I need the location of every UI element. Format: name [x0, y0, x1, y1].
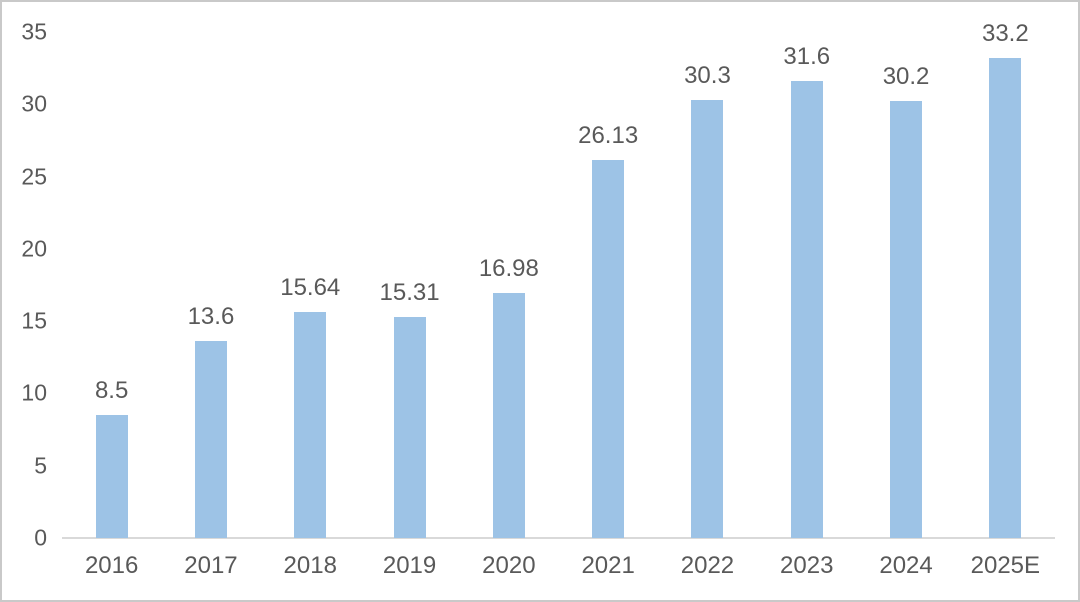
data-label-2025E: 33.2 — [981, 20, 1029, 47]
bar-column-2019: 15.31 — [380, 32, 440, 538]
data-label-2022: 30.3 — [684, 62, 731, 89]
x-tick-label-2017: 2017 — [184, 552, 238, 579]
x-tick-label-2019: 2019 — [382, 552, 437, 579]
bar-2025E — [989, 58, 1022, 538]
y-tick-label-10: 10 — [21, 379, 47, 406]
bar-2021 — [592, 160, 625, 538]
bar-2024 — [890, 101, 923, 538]
y-tick-label-30: 30 — [21, 90, 47, 117]
x-tick-label-2021: 2021 — [581, 552, 635, 579]
data-label-2024: 30.2 — [882, 63, 930, 90]
x-axis: 2016 2017 2018 2019 2020 2021 2022 2023 2024 2025… — [62, 554, 1055, 584]
x-tick-label-2018: 2018 — [283, 552, 337, 579]
bar-column-2024: 30.2 — [883, 32, 929, 538]
data-label-2020: 16.98 — [478, 255, 539, 282]
bar-2023 — [790, 81, 823, 538]
data-label-2016: 8.5 — [94, 377, 129, 404]
bar-column-2025E: 33.2 — [982, 22, 1029, 538]
bar-2020 — [492, 293, 525, 538]
bar-column-2018: 15.64 — [280, 32, 340, 538]
bar-column-2016: 8.5 — [94, 32, 129, 538]
x-tick-label-2025E: 2025E — [970, 552, 1041, 579]
plot-area: 8.5 13.6 15.64 15.31 16.98 26.13 30.3 31.6 30.2 3… — [62, 22, 1055, 539]
y-tick-label-0: 0 — [34, 524, 47, 551]
y-axis: 0 5 10 15 20 25 30 35 — [2, 2, 47, 600]
bar-2017 — [194, 341, 227, 538]
bar-2016 — [95, 415, 128, 538]
x-tick-label-2016: 2016 — [84, 552, 139, 579]
data-label-2021: 26.13 — [578, 122, 639, 149]
x-tick-label-2024: 2024 — [879, 552, 933, 579]
data-label-2017: 13.6 — [187, 303, 235, 330]
y-tick-label-35: 35 — [21, 18, 47, 45]
bar-column-2021: 26.13 — [578, 32, 638, 538]
y-tick-label-15: 15 — [21, 307, 47, 334]
bar-2022 — [691, 100, 724, 538]
data-label-2018: 15.64 — [280, 274, 341, 301]
x-tick-label-2020: 2020 — [482, 552, 536, 579]
y-tick-label-5: 5 — [34, 452, 47, 479]
bar-column-2017: 13.6 — [188, 32, 234, 538]
bar-2018 — [294, 312, 327, 538]
y-tick-label-25: 25 — [21, 163, 47, 190]
x-tick-label-2023: 2023 — [780, 552, 834, 579]
bar-column-2023: 31.6 — [783, 32, 830, 538]
x-tick-label-2022: 2022 — [680, 552, 735, 579]
data-label-2019: 15.31 — [379, 279, 440, 306]
bar-column-2022: 30.3 — [684, 32, 731, 538]
bar-column-2020: 16.98 — [479, 32, 539, 538]
y-tick-label-20: 20 — [21, 235, 47, 262]
x-axis-line — [62, 537, 1055, 539]
data-label-2023: 31.6 — [783, 43, 831, 70]
bar-2019 — [393, 317, 426, 538]
